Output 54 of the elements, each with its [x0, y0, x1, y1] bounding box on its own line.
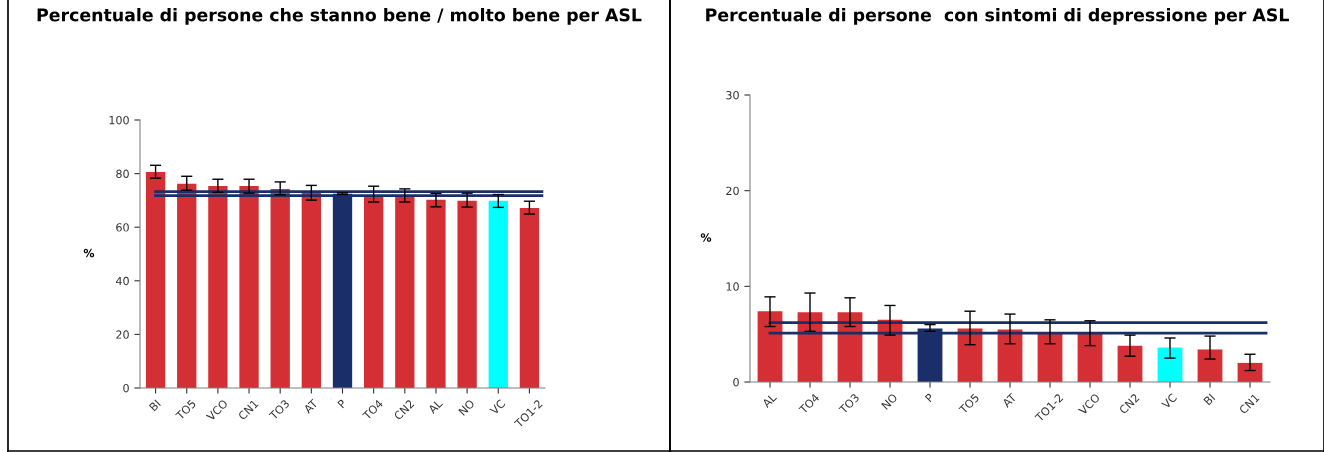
bar [1037, 333, 1063, 382]
x-tick-label: TO5 [958, 393, 980, 415]
bar [1157, 347, 1183, 382]
y-tick-label: 100 [109, 115, 129, 125]
x-tick-label: NO [881, 393, 898, 410]
bar [426, 199, 446, 388]
bar [177, 183, 197, 388]
bar [957, 328, 983, 382]
x-tick-label: AL [761, 392, 777, 409]
y-tick-label: 20 [726, 186, 739, 196]
x-tick-label: BI [1203, 393, 1216, 406]
bar [208, 185, 228, 388]
chart-title: Percentuale di persone che stanno bene / molto bene per ASL [37, 8, 642, 25]
bar [145, 171, 166, 388]
y-tick-label: 40 [115, 276, 129, 286]
x-tick-label: NO [458, 399, 475, 416]
y-tick-label: 60 [116, 223, 129, 232]
x-tick-label: CN1 [237, 399, 259, 421]
x-tick-label: VC [489, 398, 506, 416]
x-tick-label: AT [303, 398, 319, 414]
y-tick-label: 30 [726, 90, 739, 100]
x-tick-label: AT [1001, 392, 1017, 408]
x-tick-label: AL [427, 398, 443, 415]
y-axis-title: % [700, 233, 712, 242]
x-tick-label: TO3 [268, 399, 290, 421]
x-tick-label: CN1 [1238, 393, 1260, 415]
y-tick-label: 0 [733, 377, 739, 387]
bar [757, 311, 783, 382]
bar [519, 207, 540, 388]
bar [1077, 333, 1103, 382]
y-axis-title: % [83, 248, 95, 258]
bar [488, 200, 508, 388]
y-tick-label: 0 [123, 383, 129, 393]
bar [364, 196, 384, 388]
bar [1117, 345, 1143, 382]
x-tick-label: VC [1160, 392, 1178, 410]
x-tick-label: TO5 [175, 399, 197, 421]
x-tick-label: TO3 [838, 393, 860, 415]
x-tick-label: TO4 [798, 393, 820, 415]
bar [457, 200, 477, 388]
x-tick-label: BI [148, 399, 161, 412]
chart-title: Percentuale di persone con sintomi di depressione per ASL [706, 8, 1289, 25]
x-tick-label: TO4 [361, 399, 384, 421]
x-tick-label: P [924, 392, 935, 403]
y-tick-label: 10 [726, 282, 739, 291]
bar [301, 191, 321, 388]
x-tick-label: P [337, 398, 347, 409]
bar [1197, 349, 1223, 382]
bar [239, 185, 259, 388]
y-tick-label: 80 [116, 169, 129, 178]
bar [395, 196, 415, 388]
bar [997, 329, 1023, 382]
y-tick-label: 20 [116, 330, 129, 339]
bar [270, 188, 290, 388]
